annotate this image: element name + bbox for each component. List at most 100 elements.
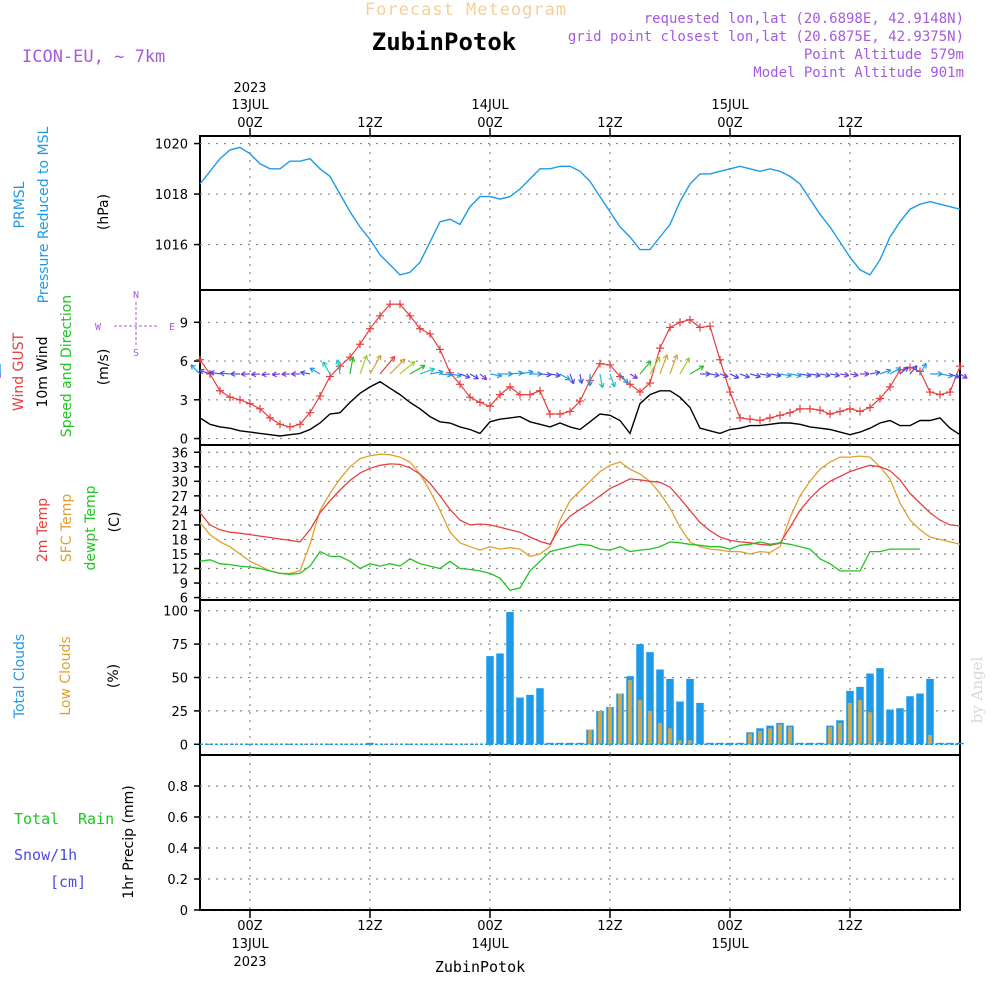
date-label-bottom: 13JUL (231, 937, 269, 952)
low-cloud-bar (608, 706, 612, 745)
total-cloud-bar (676, 701, 684, 745)
wind-arrow (769, 373, 782, 377)
low-cloud-bar (658, 722, 662, 745)
gust-marker (786, 408, 794, 417)
wind-arrow-head (806, 372, 812, 379)
wind-arrow (559, 373, 571, 381)
precip-total-label: Total (14, 810, 59, 828)
total-cloud-bar (686, 678, 694, 745)
xtick-label-bottom: 00Z (717, 919, 743, 934)
total-cloud-bar (526, 694, 534, 745)
xtick-label-top: 00Z (477, 116, 503, 131)
gust-marker (926, 388, 934, 397)
wind-arrow-head (400, 358, 406, 364)
gust-marker (466, 393, 474, 402)
wind-arrow-head (409, 360, 416, 367)
gust-marker (706, 322, 714, 331)
gust-marker (666, 323, 674, 332)
gust-marker (836, 407, 844, 416)
wind-arrow-head (864, 371, 870, 377)
ytick-label: 12 (171, 563, 188, 578)
gust-marker (196, 355, 204, 364)
gust-marker (796, 404, 804, 413)
wind-arrow (679, 357, 690, 375)
low-cloud-bar (668, 728, 672, 745)
wind-arrow-head (349, 356, 356, 362)
wind-arrow-head (672, 354, 679, 360)
wind-arrow-head (481, 374, 488, 381)
wind-arrow-head (456, 372, 462, 379)
wind-arrow-head (776, 372, 782, 379)
xtick-label-bottom: 12Z (837, 919, 863, 934)
wind-arrow (359, 355, 368, 375)
wind-arrow-head (796, 372, 802, 379)
wind-arrow-head (251, 371, 257, 378)
wind-arrow (739, 373, 750, 378)
gust-marker (946, 388, 954, 397)
total-cloud-bar (926, 678, 934, 745)
wind-arrow (209, 371, 221, 375)
ytick-label: 9 (180, 577, 188, 592)
gust-marker (546, 410, 554, 418)
footer-location: ZubinPotok (435, 958, 525, 976)
wind-arrow-head (322, 361, 328, 367)
gust-marker (756, 416, 764, 425)
ytick-label: 0 (180, 433, 188, 448)
location-title: ZubinPotok (372, 28, 517, 56)
ytick-label: 15 (171, 548, 188, 563)
wind-arrow (779, 373, 792, 377)
gust-marker (266, 413, 274, 422)
wind-arrow (599, 373, 604, 388)
wind-arrow (799, 373, 812, 377)
model-altitude: Model Point Altitude 901m (753, 65, 964, 81)
wind-arrow (336, 359, 341, 375)
wind-arrow-head (564, 375, 571, 381)
requested-coords: requested lon,lat (20.6898E, 42.9148N) (644, 11, 964, 27)
low-cloud-bar (858, 700, 862, 745)
wind-arrow (219, 372, 231, 375)
gust-marker (956, 362, 964, 371)
wind-arrow-head (655, 356, 661, 363)
wind-arrow-head (429, 367, 435, 373)
gust-marker (296, 420, 304, 429)
wind-arrow-head (389, 355, 396, 362)
wind-arrow-head (921, 362, 927, 369)
precip-snow-label: Snow/1h (14, 846, 77, 864)
xtick-label-top: 12Z (357, 116, 383, 131)
gust-marker (916, 367, 924, 376)
gust-marker (936, 390, 944, 399)
sfc-label: SFC Temp (59, 494, 75, 563)
wind-arrow-head (755, 372, 761, 379)
wind-arrow-head (705, 371, 711, 377)
wind-arrow-head (744, 373, 750, 379)
precip-rain-label: Rain (78, 810, 114, 828)
wind-arrow-head (578, 378, 584, 384)
wind-arrow (469, 373, 479, 380)
wind-arrow (519, 371, 534, 375)
ytick-label: 6 (180, 355, 188, 370)
gust-marker (696, 323, 704, 332)
low-cloud-bar (768, 728, 772, 745)
low-cloud-bar (878, 741, 882, 745)
date-label-bottom: 15JUL (711, 937, 749, 952)
wind-arrow-head (622, 378, 629, 384)
xtick-label-bottom: 00Z (477, 919, 503, 934)
wind-arrow-head (240, 371, 246, 378)
wind-arrow (619, 373, 629, 384)
wind-arrow-head (698, 365, 705, 371)
ytick-label: 0.8 (167, 780, 188, 795)
wind-arrow (909, 365, 918, 375)
total-cloud-bar (906, 696, 914, 745)
gust-marker (826, 410, 834, 418)
gust-marker (316, 391, 324, 400)
closest-coords: grid point closest lon,lat (20.6875E, 42… (568, 29, 964, 45)
gust-marker (866, 403, 874, 412)
wind-arrow (190, 364, 201, 375)
low-cloud-bar (598, 710, 602, 745)
wind-arrow (419, 368, 435, 375)
gust-marker (576, 397, 584, 406)
gust-marker (236, 395, 244, 404)
wind-arrow-head (209, 369, 215, 376)
wind-arrow (199, 369, 211, 375)
